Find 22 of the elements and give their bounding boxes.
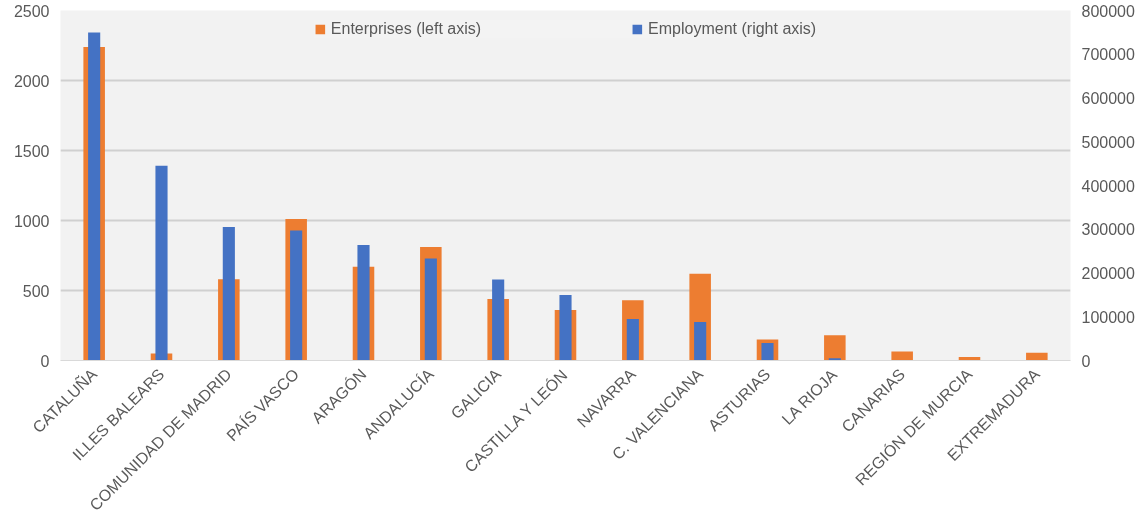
y2-tick-label: 200000 (1081, 265, 1135, 282)
y-tick-label: 500 (22, 282, 50, 300)
legend-label: Enterprises (left axis) (330, 20, 482, 38)
y2-tick-label: 400000 (1081, 177, 1135, 195)
legend-label: Employment (right axis) (648, 20, 817, 38)
y2-tick-label: 100000 (1081, 308, 1135, 326)
bar (694, 322, 707, 361)
y-tick-label: 1000 (13, 212, 50, 230)
y2-tick-label: 800000 (1081, 2, 1135, 20)
y2-tick-label: 600000 (1081, 90, 1135, 107)
y-tick-label: 0 (40, 352, 50, 370)
y2-tick-label: 0 (1081, 352, 1091, 370)
y-tick-label: 2500 (13, 2, 50, 20)
y2-tick-label: 300000 (1081, 221, 1135, 239)
y-tick-label: 1500 (13, 142, 50, 160)
bar (824, 335, 846, 361)
bar (626, 318, 639, 361)
y2-tick-label: 700000 (1081, 46, 1135, 64)
bar (891, 351, 913, 361)
y2-tick-label: 500000 (1081, 133, 1135, 151)
bar (1026, 352, 1048, 361)
y-tick-label: 2000 (13, 72, 50, 90)
